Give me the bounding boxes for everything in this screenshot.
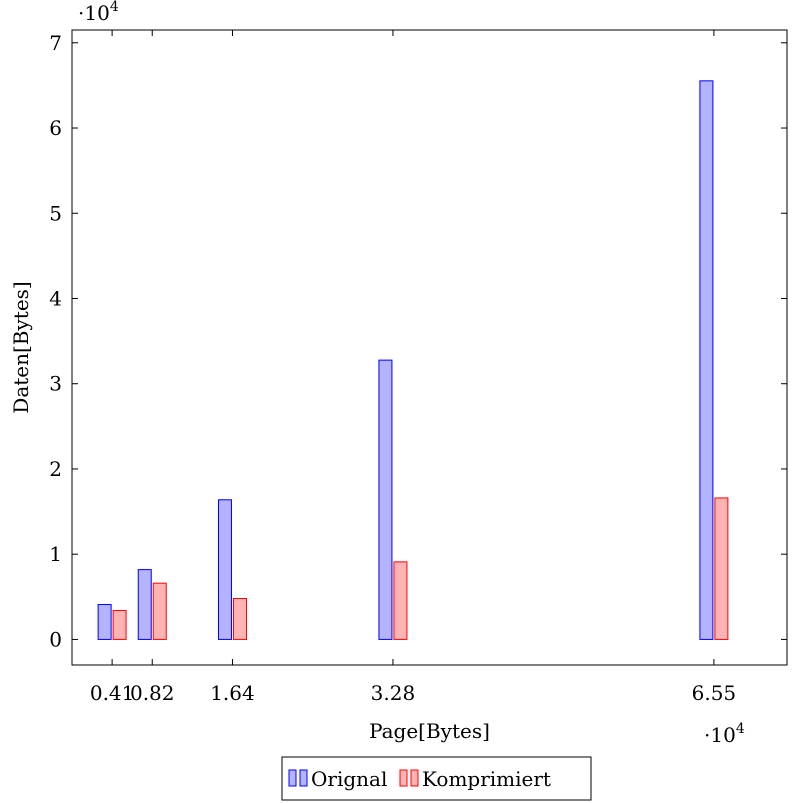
bar-orignal: [217, 499, 232, 640]
y-axis-title: Daten[Bytes]: [9, 281, 33, 413]
y-tick-label: 6: [49, 116, 62, 140]
y-tick-label: 3: [49, 372, 62, 396]
bar-orignal: [97, 604, 112, 640]
bar-komprimiert: [112, 609, 127, 640]
bar-komprimiert: [232, 598, 247, 640]
legend-swatch-komprimiert: [399, 769, 408, 787]
y-tick-label: 1: [49, 542, 62, 566]
axes-group: [71, 29, 788, 666]
legend-swatch-orignal-2: [299, 769, 308, 787]
bar-orignal: [699, 80, 714, 640]
bar-komprimiert: [152, 582, 167, 640]
plot-frame: [71, 29, 788, 666]
x-tick-label: 3.28: [371, 681, 416, 705]
bar-orignal: [137, 569, 152, 640]
bars-group: [97, 80, 729, 640]
x-multiplier: ·104: [704, 721, 745, 747]
y-multiplier: ·104: [78, 0, 119, 25]
bar-orignal: [378, 359, 393, 640]
labels-group: 0 1 2 3 4 5 6 7 0.410.82 1.64 3.28 6.55 Page[Bytes] D…: [9, 0, 745, 747]
x-tick-label: 0.82: [130, 681, 175, 705]
x-axis-title: Page[Bytes]: [369, 719, 490, 743]
y-tick-label: 0: [49, 627, 62, 651]
legend: Orignal Komprimiert: [281, 756, 592, 801]
x-tick-label: 0.41: [90, 681, 135, 705]
bar-komprimiert: [714, 497, 729, 640]
legend-box: [281, 756, 592, 801]
x-tick-label: 1.64: [210, 681, 255, 705]
y-tick-label: 2: [49, 457, 62, 481]
legend-swatch-komprimiert-2: [410, 769, 419, 787]
y-tick-label: 4: [49, 286, 62, 310]
legend-swatch-orignal: [288, 769, 297, 787]
legend-label-komprimiert: Komprimiert: [422, 767, 551, 791]
bar-komprimiert: [393, 561, 408, 640]
y-tick-label: 5: [49, 201, 62, 225]
x-tick-label: 6.55: [692, 681, 737, 705]
y-tick-label: 7: [49, 31, 62, 55]
legend-label-orignal: Orignal: [311, 767, 387, 791]
